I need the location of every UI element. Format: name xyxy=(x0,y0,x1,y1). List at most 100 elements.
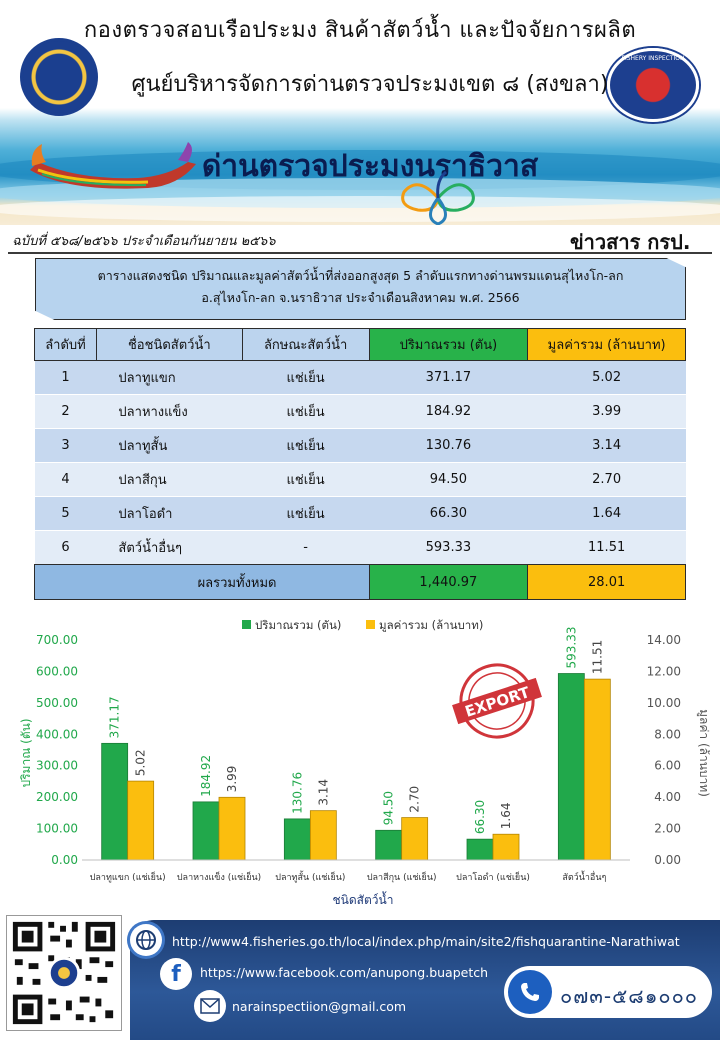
bar-qty xyxy=(192,801,220,861)
cell-rank: 6 xyxy=(34,530,97,565)
cell-qty: 130.76 xyxy=(369,428,528,463)
x-tick-label: ปลาโอดำ (แช่เย็น) xyxy=(456,870,530,883)
data-label-value: 11.51 xyxy=(590,640,604,674)
legend-label-qty: ปริมาณรวม (ตัน) xyxy=(255,618,341,632)
cell-qty: 94.50 xyxy=(369,462,528,497)
export-bar-chart: ปริมาณรวม (ตัน) มูลค่ารวม (ล้านบาท) 0.00… xyxy=(19,618,711,907)
facebook-icon: f xyxy=(160,958,192,990)
total-qty: 1,440.97 xyxy=(368,564,529,600)
cell-name: ปลาหางแข็ง xyxy=(96,394,243,429)
y-tick-left: 700.00 xyxy=(36,633,78,647)
y-tick-left: 300.00 xyxy=(36,759,78,773)
cell-rank: 2 xyxy=(34,394,97,429)
bar-qty xyxy=(101,742,129,861)
cell-qty: 184.92 xyxy=(369,394,528,429)
data-label-qty: 371.17 xyxy=(108,696,122,738)
table-row: 6 สัตว์น้ำอื่นๆ - 593.33 11.51 xyxy=(34,530,686,565)
cell-qty: 593.33 xyxy=(369,530,528,565)
y-axis-right: 0.00 2.00 4.00 6.00 8.00 10.00 12.00 14.00 xyxy=(647,633,681,867)
cell-rank: 5 xyxy=(34,496,97,531)
header-banner: FISHERY INSPECTION กองตรวจสอบเรือประมง ส… xyxy=(0,0,720,225)
bar-value xyxy=(218,796,246,861)
mail-icon xyxy=(194,990,226,1022)
qr-code-icon xyxy=(6,915,122,1031)
cell-value: 2.70 xyxy=(527,462,686,497)
table-row: 5 ปลาโอดำ แช่เย็น 66.30 1.64 xyxy=(34,496,686,531)
cell-qty: 371.17 xyxy=(369,360,528,395)
cell-form: แช่เย็น xyxy=(242,496,369,531)
col-header-qty: ปริมาณรวม (ตัน) xyxy=(368,328,529,361)
table-header-row: ลำดับที่ ชื่อชนิดสัตว์น้ำ ลักษณะสัตว์น้ำ… xyxy=(34,328,686,361)
y-axis-right-title: มูลค่า (ล้านบาท) xyxy=(696,709,711,797)
globe-icon xyxy=(130,924,162,956)
y-tick-right: 0.00 xyxy=(654,853,681,867)
chart-legend: ปริมาณรวม (ตัน) มูลค่ารวม (ล้านบาท) xyxy=(242,618,483,632)
table-title-line-2: อ.สุไหงโก-ลก จ.นราธิวาส ประจำเดือนสิงหาค… xyxy=(201,290,520,305)
chart-bars xyxy=(101,673,611,861)
cell-value: 1.64 xyxy=(527,496,686,531)
swirl-logo-icon xyxy=(401,170,475,225)
total-value: 28.01 xyxy=(527,564,686,600)
table-title-line-1: ตารางแสดงชนิด ปริมาณและมูลค่าสัตว์น้ำที่… xyxy=(97,268,624,283)
table-row: 3 ปลาทูสั้น แช่เย็น 130.76 3.14 xyxy=(34,428,686,463)
x-axis-categories: ปลาทูแขก (แช่เย็น) ปลาหางแข็ง (แช่เย็น) ปล… xyxy=(90,870,607,883)
cell-value: 3.14 xyxy=(527,428,686,463)
export-stamp-icon: EXPORT xyxy=(452,663,542,739)
col-header-form: ลักษณะสัตว์น้ำ xyxy=(241,328,370,361)
data-label-value: 5.02 xyxy=(134,749,148,776)
table-row: 1 ปลาทูแขก แช่เย็น 371.17 5.02 xyxy=(34,360,686,395)
data-label-value: 3.99 xyxy=(225,766,239,793)
table-row: 2 ปลาหางแข็ง แช่เย็น 184.92 3.99 xyxy=(34,394,686,429)
y-tick-left: 0.00 xyxy=(51,853,78,867)
table-total-row: ผลรวมทั้งหมด 1,440.97 28.01 xyxy=(34,564,686,600)
bar-qty xyxy=(466,838,494,861)
y-tick-right: 2.00 xyxy=(654,822,681,836)
cell-form: แช่เย็น xyxy=(242,462,369,497)
bar-qty xyxy=(557,673,585,861)
col-header-name: ชื่อชนิดสัตว์น้ำ xyxy=(95,328,243,361)
fishery-inspection-badge-icon: FISHERY INSPECTION xyxy=(607,48,699,122)
x-axis-title: ชนิดสัตว์น้ำ xyxy=(333,891,394,907)
y-tick-left: 500.00 xyxy=(36,696,78,710)
y-tick-right: 12.00 xyxy=(647,664,681,678)
cell-form: แช่เย็น xyxy=(242,394,369,429)
logo-right-label: FISHERY INSPECTION xyxy=(621,55,685,62)
website-link[interactable]: http://www4.fisheries.go.th/local/index.… xyxy=(172,934,680,949)
data-label-value: 2.70 xyxy=(408,786,422,813)
cell-name: สัตว์น้ำอื่นๆ xyxy=(96,530,243,565)
y-tick-right: 10.00 xyxy=(647,696,681,710)
y-tick-right: 4.00 xyxy=(654,790,681,804)
facebook-link[interactable]: https://www.facebook.com/anupong.buapetc… xyxy=(200,965,489,980)
cell-rank: 3 xyxy=(34,428,97,463)
total-label: ผลรวมทั้งหมด xyxy=(34,564,370,600)
header-divider xyxy=(8,252,712,254)
x-tick-label: ปลาทูสั้น (แช่เย็น) xyxy=(275,870,345,883)
cell-value: 11.51 xyxy=(527,530,686,565)
newsletter-name: ข่าวสาร กรป. xyxy=(570,230,691,254)
x-tick-label: ปลาทูแขก (แช่เย็น) xyxy=(90,870,166,883)
legend-label-value: มูลค่ารวม (ล้านบาท) xyxy=(379,618,483,632)
chart-data-labels: 371.17 5.02 184.92 3.99 130.76 3.14 94.50 2.70 6… xyxy=(108,627,605,835)
y-tick-left: 100.00 xyxy=(36,822,78,836)
cell-name: ปลาทูสั้น xyxy=(96,428,243,463)
cell-qty: 66.30 xyxy=(369,496,528,531)
data-label-value: 3.14 xyxy=(316,779,330,806)
cell-value: 5.02 xyxy=(527,360,686,395)
header-title: ด่านตรวจประมงนราธิวาส xyxy=(201,149,539,184)
bar-value xyxy=(309,810,337,861)
y-axis-left-title: ปริมาณ (ตัน) xyxy=(19,718,33,787)
data-label-qty: 130.76 xyxy=(290,772,304,814)
y-tick-left: 400.00 xyxy=(36,727,78,741)
legend-swatch-value xyxy=(366,620,375,629)
legend-swatch-qty xyxy=(242,620,251,629)
cell-name: ปลาทูแขก xyxy=(96,360,243,395)
phone-number[interactable]: ๐๗๓-๕๘๑๐๐๐ xyxy=(560,984,699,1008)
cell-rank: 4 xyxy=(34,462,97,497)
cell-name: ปลาโอดำ xyxy=(96,496,243,531)
korlae-boat-icon xyxy=(30,142,196,189)
cell-rank: 1 xyxy=(34,360,97,395)
phone-icon xyxy=(508,970,552,1014)
email-link[interactable]: narainspectiion@gmail.com xyxy=(232,999,407,1014)
y-tick-right: 6.00 xyxy=(654,759,681,773)
data-label-value: 1.64 xyxy=(499,803,513,830)
